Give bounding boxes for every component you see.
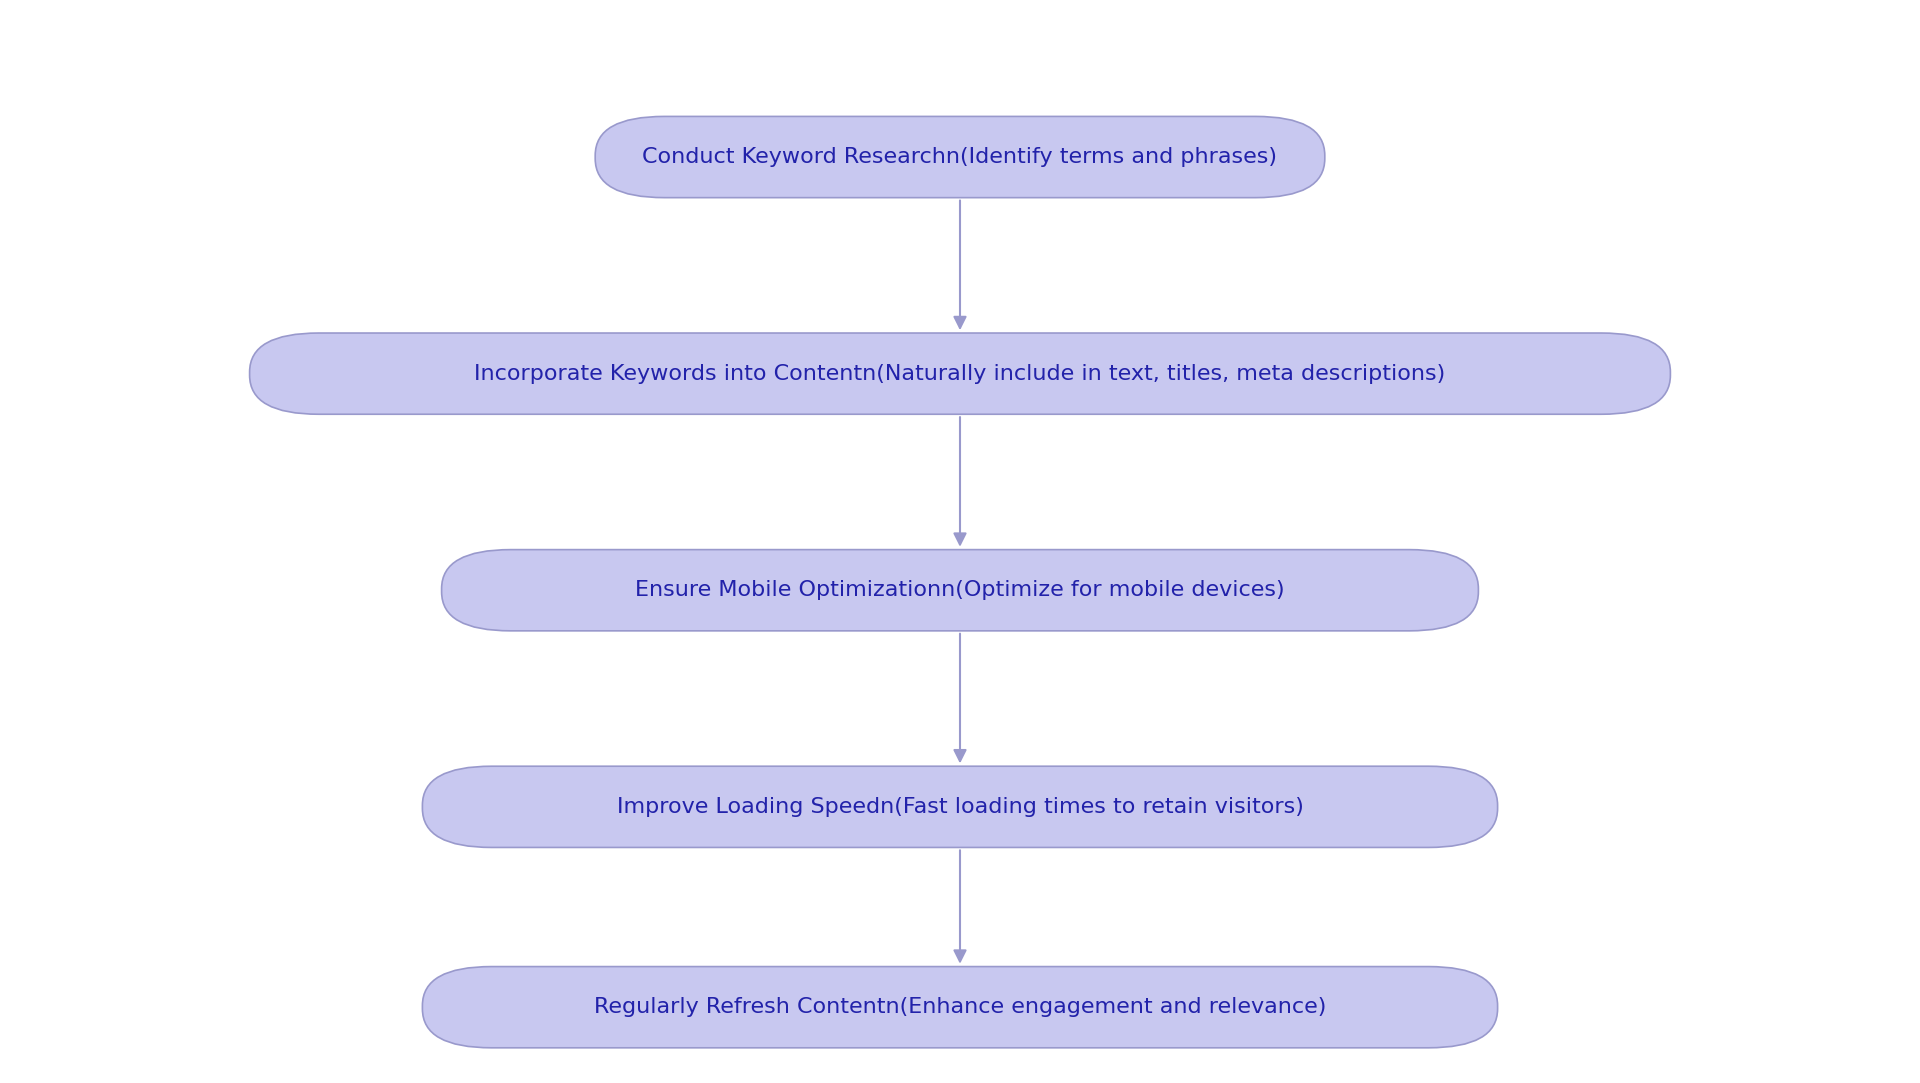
FancyBboxPatch shape	[595, 117, 1325, 198]
Text: Incorporate Keywords into Contentn(Naturally include in text, titles, meta descr: Incorporate Keywords into Contentn(Natur…	[474, 364, 1446, 383]
Text: Regularly Refresh Contentn(Enhance engagement and relevance): Regularly Refresh Contentn(Enhance engag…	[593, 997, 1327, 1017]
FancyBboxPatch shape	[422, 966, 1498, 1048]
FancyBboxPatch shape	[442, 549, 1478, 630]
FancyBboxPatch shape	[422, 767, 1498, 847]
Text: Improve Loading Speedn(Fast loading times to retain visitors): Improve Loading Speedn(Fast loading time…	[616, 797, 1304, 817]
FancyBboxPatch shape	[250, 334, 1670, 414]
Text: Conduct Keyword Researchn(Identify terms and phrases): Conduct Keyword Researchn(Identify terms…	[643, 147, 1277, 167]
Text: Ensure Mobile Optimizationn(Optimize for mobile devices): Ensure Mobile Optimizationn(Optimize for…	[636, 580, 1284, 600]
